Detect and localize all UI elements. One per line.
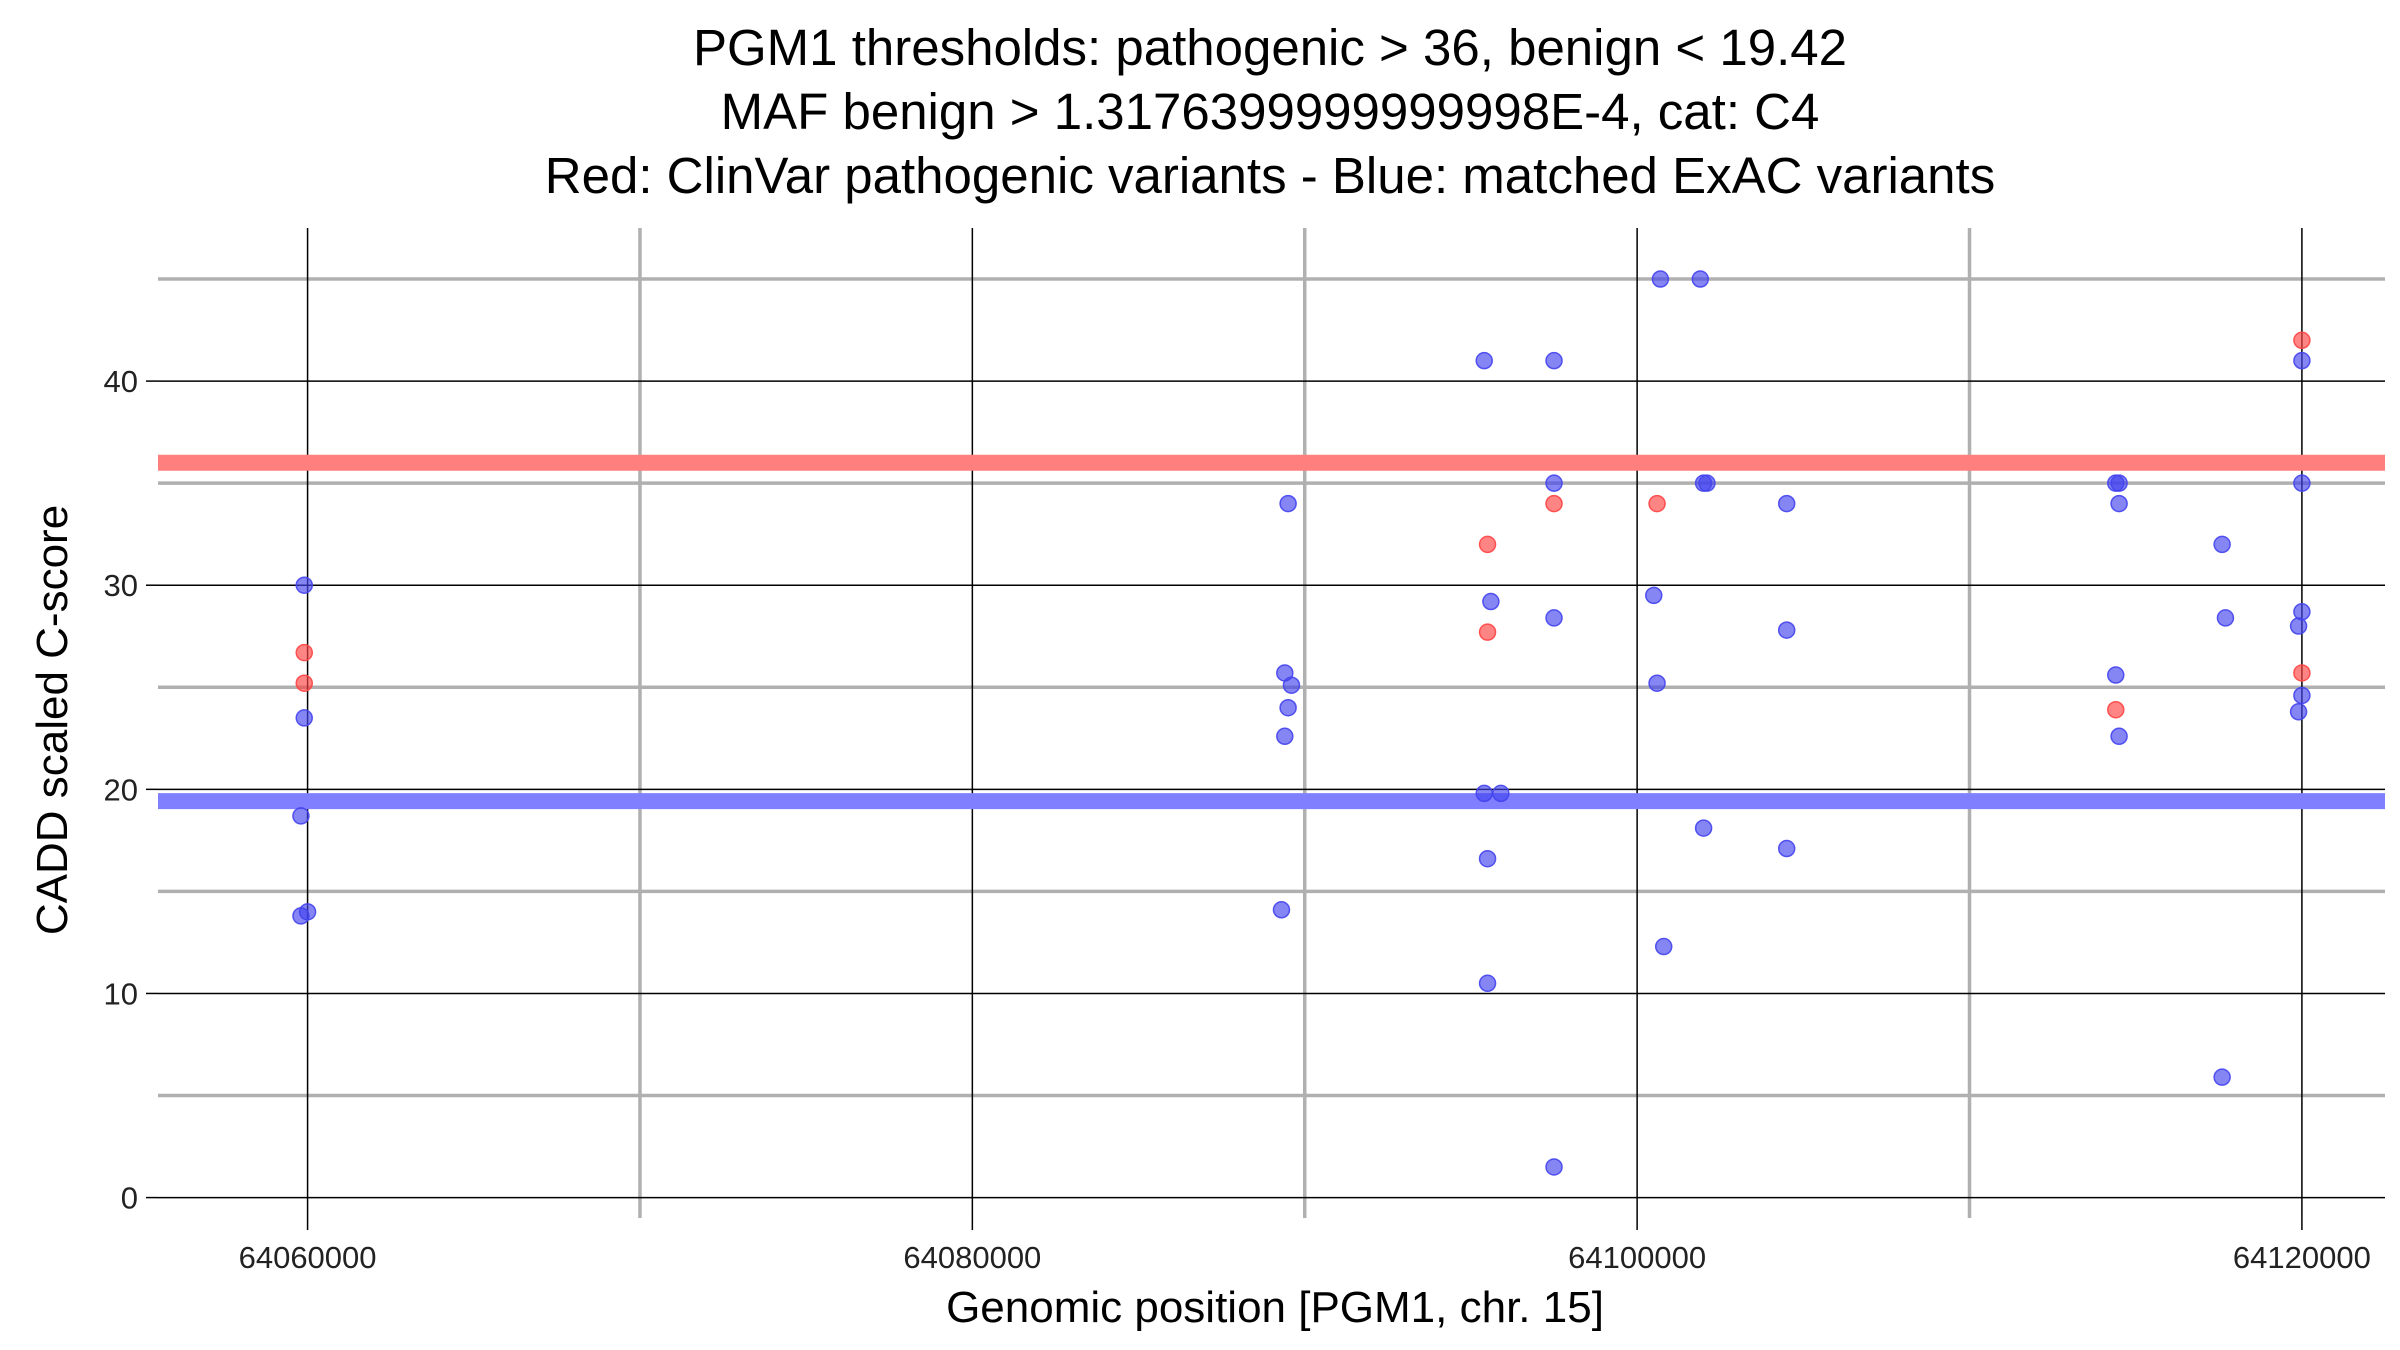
title-line-2: MAF benign > 1.3176399999999998E-4, cat:… xyxy=(721,83,1820,140)
matched-exac-point xyxy=(2110,474,2128,492)
matched-exac-point xyxy=(1276,727,1294,746)
matched-exac-point xyxy=(2107,666,2125,684)
x-tick-label: 64080000 xyxy=(903,1240,1041,1275)
matched-exac-point xyxy=(1272,901,1291,919)
clinvar-pathogenic-point xyxy=(295,643,314,662)
clinvar-pathogenic-point xyxy=(2107,700,2125,719)
matched-exac-point xyxy=(1545,609,1563,627)
y-tick-label: 0 xyxy=(121,1181,138,1216)
matched-exac-point xyxy=(1691,270,1710,288)
matched-exac-point xyxy=(1698,474,1716,492)
matched-exac-point xyxy=(1492,784,1510,803)
matched-exac-point xyxy=(295,709,314,727)
x-axis-title: Genomic position [PGM1, chr. 15] xyxy=(946,1283,1604,1332)
matched-exac-point xyxy=(1777,621,1796,639)
clinvar-pathogenic-point xyxy=(1648,494,1666,513)
matched-exac-point xyxy=(2293,351,2311,370)
clinvar-pathogenic-point xyxy=(1478,535,1497,554)
matched-exac-point xyxy=(2293,686,2311,705)
matched-exac-point xyxy=(1648,674,1666,692)
matched-exac-point xyxy=(295,576,314,594)
matched-exac-point xyxy=(298,903,317,921)
matched-exac-point xyxy=(1482,592,1500,611)
matched-exac-point xyxy=(1545,1158,1563,1176)
matched-exac-point xyxy=(2289,617,2308,635)
x-tick-label: 64100000 xyxy=(1568,1240,1706,1275)
grid xyxy=(158,228,2385,1218)
matched-exac-point xyxy=(2293,603,2311,621)
matched-exac-point xyxy=(1777,494,1796,513)
matched-exac-point xyxy=(1279,698,1297,717)
matched-exac-point xyxy=(2110,494,2128,513)
matched-exac-point xyxy=(1777,839,1796,858)
matched-exac-point xyxy=(2293,474,2311,492)
axes: 64060000 64080000 64100000 64120000 0 10 20 30 4… xyxy=(104,364,2371,1275)
matched-exac-point xyxy=(1478,974,1497,993)
data-points xyxy=(292,270,2311,1176)
clinvar-pathogenic-point xyxy=(1478,623,1497,641)
x-tick-label: 64060000 xyxy=(239,1240,377,1275)
y-tick-label: 40 xyxy=(104,364,138,399)
x-tick-label: 64120000 xyxy=(2233,1240,2371,1275)
threshold-lines xyxy=(158,454,2385,810)
matched-exac-point xyxy=(1644,586,1663,605)
matched-exac-point xyxy=(1475,784,1493,803)
matched-exac-point xyxy=(1694,819,1713,837)
matched-exac-point xyxy=(2289,703,2308,721)
matched-exac-point xyxy=(2213,1068,2231,1086)
title-line-3: Red: ClinVar pathogenic variants - Blue:… xyxy=(545,147,1995,204)
matched-exac-point xyxy=(1651,270,1670,288)
matched-exac-point xyxy=(1475,351,1493,370)
matched-exac-point xyxy=(1654,937,1673,956)
matched-exac-point xyxy=(292,807,310,825)
clinvar-pathogenic-point xyxy=(2293,664,2311,682)
title-line-1: PGM1 thresholds: pathogenic > 36, benign… xyxy=(693,19,1847,76)
y-tick-label: 20 xyxy=(104,772,138,807)
y-axis-title: CADD scaled C-score xyxy=(28,505,77,935)
y-tick-label: 30 xyxy=(104,568,138,603)
clinvar-pathogenic-point xyxy=(1545,494,1563,513)
chart-title: PGM1 thresholds: pathogenic > 36, benign… xyxy=(545,19,1995,204)
matched-exac-point xyxy=(1478,849,1497,868)
clinvar-pathogenic-point xyxy=(295,674,314,692)
y-tick-label: 10 xyxy=(104,976,138,1011)
matched-exac-point xyxy=(2110,727,2128,746)
matched-exac-point xyxy=(1279,494,1297,513)
matched-exac-point xyxy=(1282,676,1301,694)
matched-exac-point xyxy=(2216,609,2235,627)
clinvar-pathogenic-point xyxy=(2293,331,2311,350)
matched-exac-point xyxy=(2213,535,2231,554)
matched-exac-point xyxy=(1545,474,1563,492)
matched-exac-point xyxy=(1545,351,1563,370)
